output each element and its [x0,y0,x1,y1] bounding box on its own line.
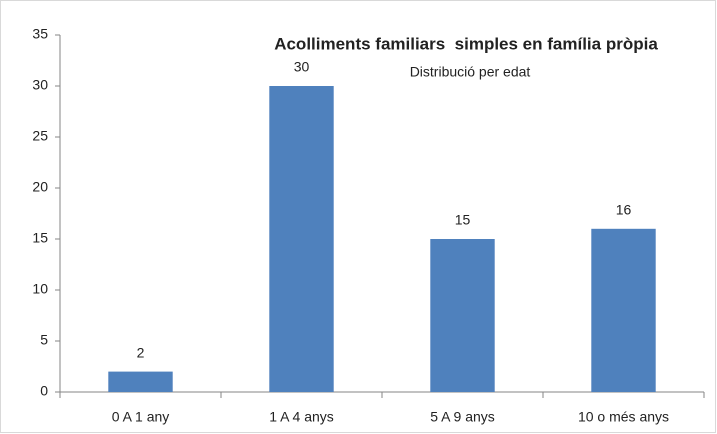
data-label: 2 [137,344,145,360]
chart-subtitle: Distribució per edat [410,64,531,80]
y-tick-label: 5 [40,332,48,348]
x-tick-label: 1 A 4 anys [269,409,334,425]
y-tick-label: 15 [32,230,48,246]
x-tick-label: 10 o més anys [578,409,669,425]
bar [591,228,656,392]
bar [430,239,495,392]
data-label: 16 [616,202,632,218]
y-tick-label: 20 [32,179,48,195]
y-tick-label: 35 [32,26,48,42]
y-tick-label: 0 [40,383,48,399]
y-tick-label: 25 [32,128,48,144]
data-label: 15 [455,212,471,228]
bar [108,371,173,392]
y-tick-label: 10 [32,281,48,297]
chart-title: Acolliments familiars simples en família… [274,34,658,53]
bar [269,86,334,392]
data-label: 30 [294,59,310,75]
x-tick-label: 5 A 9 anys [430,409,495,425]
x-tick-label: 0 A 1 any [112,409,170,425]
y-tick-label: 30 [32,77,48,93]
